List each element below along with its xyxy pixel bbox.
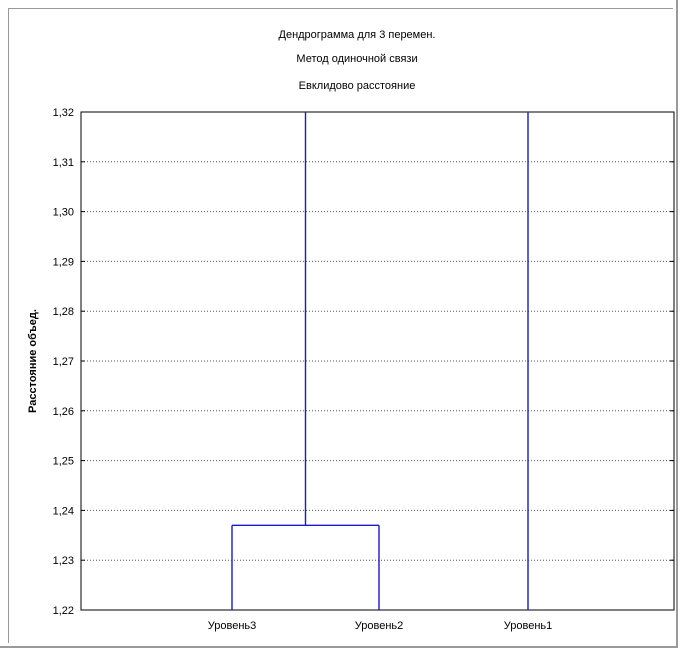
chart-title-line-3: Евклидово расстояние xyxy=(299,80,416,92)
x-axis-ticks: Уровень3 Уровень2 Уровень1 xyxy=(208,606,553,632)
y-tick-label: 1,25 xyxy=(53,456,74,468)
y-tick-label: 1,32 xyxy=(53,107,74,119)
dendrogram-links xyxy=(231,112,529,610)
grid-lines xyxy=(81,161,674,561)
y-tick-label: 1,24 xyxy=(53,505,74,517)
inner-frame xyxy=(8,8,673,643)
chart-title: Дендрограмма для 3 перемен. Метод одиноч… xyxy=(279,29,436,92)
y-tick-label: 1,31 xyxy=(53,157,74,169)
y-axis-ticks: 1,22 1,23 1,24 1,25 1,26 1,27 1,28 1,29 1,30 1,31… xyxy=(53,107,674,617)
x-tick-label: Уровень1 xyxy=(504,620,553,632)
chart-title-line-1: Дендрограмма для 3 перемен. xyxy=(279,29,436,41)
y-tick-label: 1,22 xyxy=(53,605,74,617)
y-tick-label: 1,26 xyxy=(53,406,74,418)
y-tick-label: 1,23 xyxy=(53,555,74,567)
x-tick-label: Уровень2 xyxy=(355,620,404,632)
y-tick-label: 1,30 xyxy=(53,207,74,219)
y-tick-label: 1,29 xyxy=(53,256,74,268)
y-tick-label: 1,27 xyxy=(53,356,74,368)
chart-title-line-2: Метод одиночной связи xyxy=(296,53,417,65)
y-tick-label: 1,28 xyxy=(53,306,74,318)
y-axis-label: Расстояние объед. xyxy=(27,309,39,413)
x-tick-label: Уровень3 xyxy=(208,620,257,632)
